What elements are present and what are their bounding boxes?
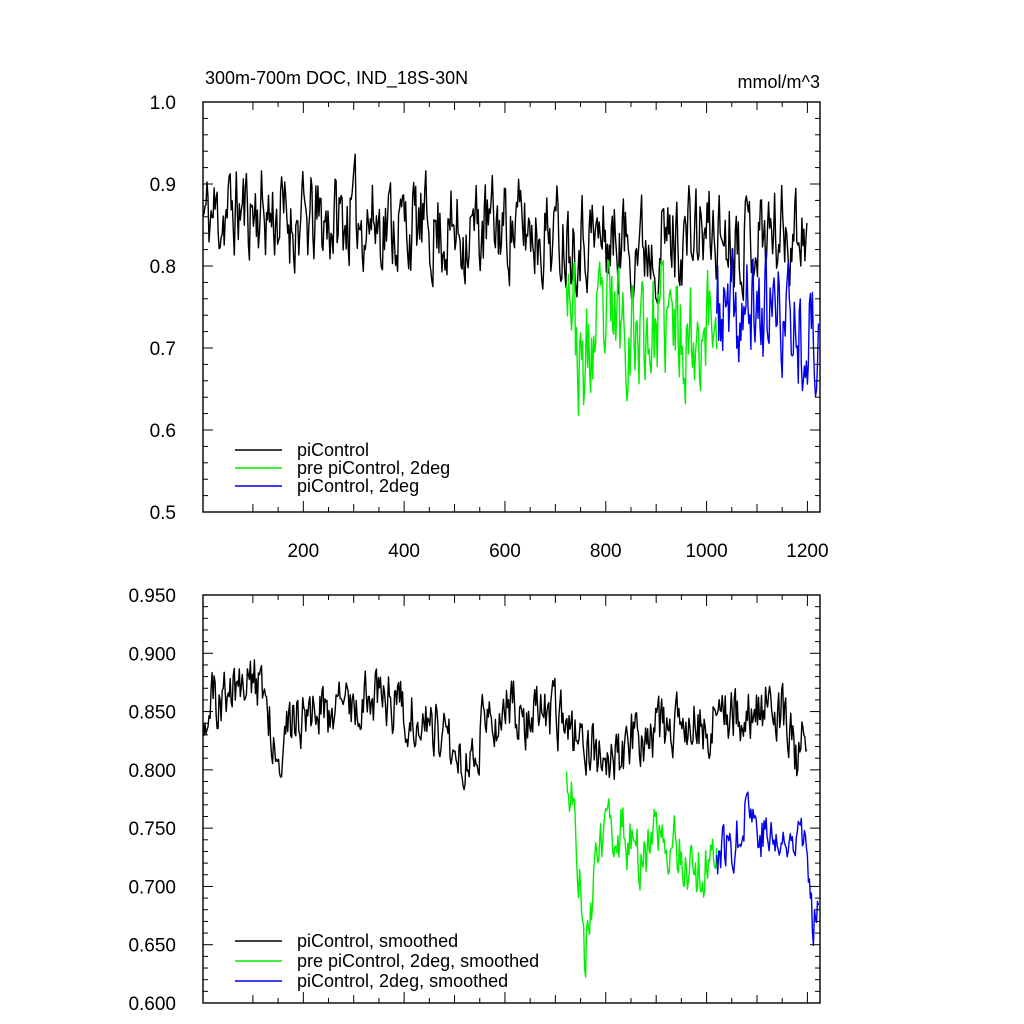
legend-label-2: pre piControl, 2deg <box>297 458 450 478</box>
y-tick-label: 0.8 <box>150 257 176 278</box>
plot-frame <box>202 594 821 1004</box>
y-tick-label: 0.700 <box>128 877 176 898</box>
y-tick-label: 0.850 <box>128 703 176 724</box>
top-panel: 300m-700m DOC, IND_18S-30N mmol/m^3 0.50… <box>150 68 829 562</box>
y-tick-label: 0.7 <box>150 339 176 360</box>
y-tick-label: 0.650 <box>128 936 176 957</box>
series-line-3 <box>716 791 820 946</box>
legend-label-1: piControl <box>297 440 369 460</box>
y-tick-label: 0.6 <box>150 421 176 442</box>
series-line-2 <box>565 771 718 978</box>
plot-frame <box>202 101 821 513</box>
series-line-3 <box>716 248 820 398</box>
legend-label-1: piControl, smoothed <box>297 931 458 951</box>
top-series-group <box>202 153 820 416</box>
bottom-series-group <box>202 659 820 978</box>
bottom-panel: 0.600 0.650 0.700 0.750 0.800 0.850 0.900 0.950… <box>128 586 821 1015</box>
x-tick-label: 600 <box>489 541 521 562</box>
y-tick-label: 0.900 <box>128 644 176 665</box>
y-tick-label: 0.600 <box>128 994 176 1015</box>
legend-label-3: piControl, 2deg, smoothed <box>297 971 508 991</box>
legend-label-2: pre piControl, 2deg, smoothed <box>297 951 539 971</box>
y-tick-label: 0.5 <box>150 503 176 524</box>
y-tick-label: 0.9 <box>150 175 176 196</box>
y-tick-label: 0.750 <box>128 819 176 840</box>
x-tick-label: 1200 <box>786 541 828 562</box>
x-tick-label: 200 <box>287 541 319 562</box>
y-tick-label: 0.800 <box>128 761 176 782</box>
legend-label-3: piControl, 2deg <box>297 476 419 496</box>
y-tick-label: 1.0 <box>150 93 176 114</box>
x-tick-label: 800 <box>590 541 622 562</box>
series-line-1 <box>202 153 808 305</box>
series-line-2 <box>565 259 718 416</box>
y-tick-label: 0.950 <box>128 586 176 607</box>
top-axes: 0.5 0.6 0.7 0.8 0.9 1.0 200 400 600 800 1000 1200 <box>150 93 829 562</box>
x-tick-label: 400 <box>388 541 420 562</box>
series-line-1 <box>202 659 808 791</box>
top-chart-title: 300m-700m DOC, IND_18S-30N <box>205 68 468 89</box>
top-chart-units: mmol/m^3 <box>738 72 820 92</box>
bottom-axes: 0.600 0.650 0.700 0.750 0.800 0.850 0.900 0.950 <box>128 586 821 1015</box>
x-tick-label: 1000 <box>685 541 727 562</box>
